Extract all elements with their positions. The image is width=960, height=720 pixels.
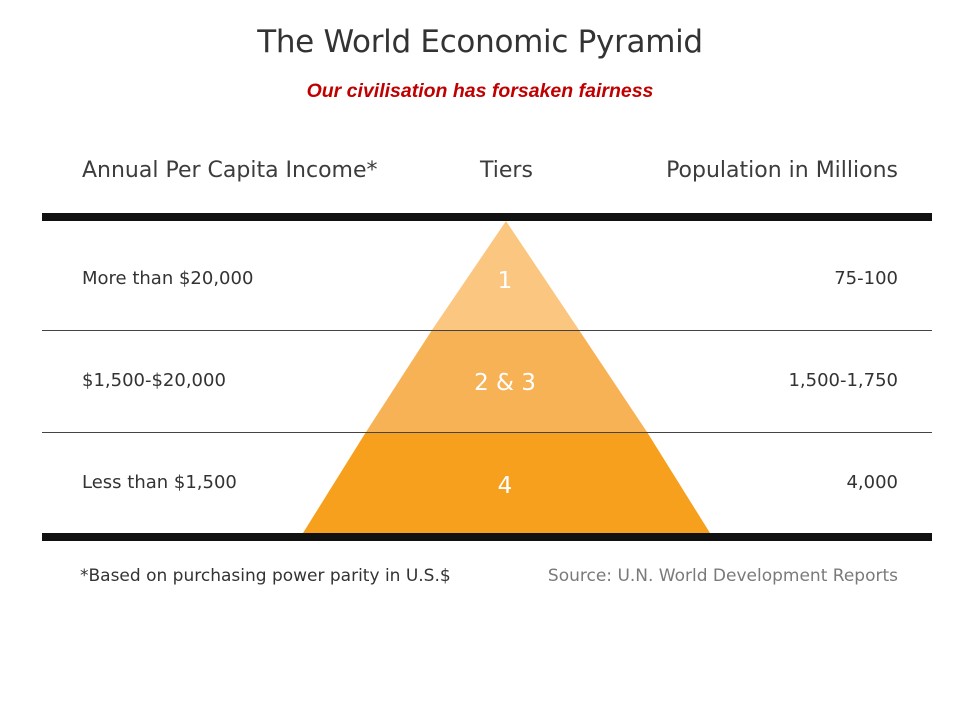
income-row-3: Less than $1,500	[82, 472, 237, 493]
pyramid-tier-1	[432, 221, 579, 330]
population-row-3: 4,000	[846, 472, 898, 493]
source-note: Source: U.N. World Development Reports	[547, 566, 898, 586]
header-tiers: Tiers	[480, 158, 533, 183]
population-row-1: 75-100	[834, 268, 898, 289]
tier-label-2-3: 2 & 3	[474, 370, 536, 396]
top-rule	[42, 213, 932, 221]
pyramid-tier-2-3	[366, 330, 647, 432]
row-divider-1	[42, 330, 932, 331]
income-row-2: $1,500-$20,000	[82, 370, 226, 391]
tier-label-4: 4	[497, 473, 513, 499]
income-row-1: More than $20,000	[82, 268, 254, 289]
header-income: Annual Per Capita Income*	[82, 158, 378, 183]
page-subtitle: Our civilisation has forsaken fairness	[306, 80, 654, 102]
row-divider-2	[42, 432, 932, 433]
pyramid-tier-4	[303, 432, 710, 533]
page-title: The World Economic Pyramid	[257, 24, 703, 60]
bottom-rule	[42, 533, 932, 541]
header-population: Population in Millions	[666, 158, 898, 183]
tier-label-1: 1	[497, 268, 513, 294]
footnote: *Based on purchasing power parity in U.S…	[80, 566, 451, 586]
population-row-2: 1,500-1,750	[788, 370, 898, 391]
